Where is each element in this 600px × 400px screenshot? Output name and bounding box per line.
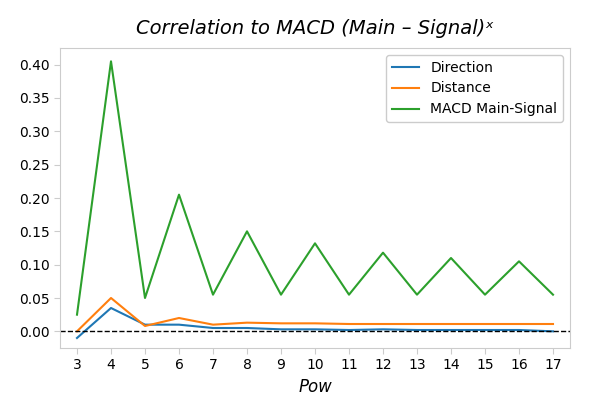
Title: Correlation to MACD (Main – Signal)ˣ: Correlation to MACD (Main – Signal)ˣ [136, 19, 494, 38]
MACD Main-Signal [550, 292, 557, 297]
MACD Main-Signal [209, 292, 217, 297]
Line: Direction: Direction [77, 308, 553, 338]
Direction [244, 326, 251, 330]
Distance [550, 322, 557, 326]
Distance [346, 322, 353, 326]
Distance [481, 322, 488, 326]
Direction [277, 327, 284, 332]
Distance [175, 316, 182, 320]
MACD Main-Signal [277, 292, 284, 297]
MACD Main-Signal [73, 312, 80, 317]
Legend: Direction, Distance, MACD Main-Signal: Direction, Distance, MACD Main-Signal [386, 55, 563, 122]
MACD Main-Signal [379, 250, 386, 255]
Distance [413, 322, 421, 326]
Distance [142, 324, 149, 328]
Direction [379, 327, 386, 332]
Direction [550, 329, 557, 334]
Direction [448, 328, 455, 332]
Distance [277, 321, 284, 326]
Direction [73, 336, 80, 340]
Distance [107, 296, 115, 300]
MACD Main-Signal [346, 292, 353, 297]
MACD Main-Signal [481, 292, 488, 297]
Direction [107, 306, 115, 310]
Direction [346, 328, 353, 332]
Line: Distance: Distance [77, 298, 553, 331]
MACD Main-Signal [244, 229, 251, 234]
MACD Main-Signal [448, 256, 455, 260]
Distance [379, 322, 386, 326]
Distance [73, 329, 80, 334]
Distance [209, 322, 217, 327]
MACD Main-Signal [413, 292, 421, 297]
MACD Main-Signal [142, 296, 149, 300]
Direction [209, 326, 217, 330]
MACD Main-Signal [107, 59, 115, 64]
Distance [311, 321, 319, 326]
Distance [244, 320, 251, 325]
MACD Main-Signal [515, 259, 523, 264]
MACD Main-Signal [175, 192, 182, 197]
Direction [175, 322, 182, 327]
Line: MACD Main-Signal: MACD Main-Signal [77, 61, 553, 315]
Direction [413, 328, 421, 332]
Direction [481, 328, 488, 332]
Distance [515, 322, 523, 326]
Distance [448, 322, 455, 326]
X-axis label: Pow: Pow [298, 378, 332, 396]
Direction [515, 328, 523, 332]
Direction [311, 327, 319, 332]
Direction [142, 322, 149, 327]
MACD Main-Signal [311, 241, 319, 246]
